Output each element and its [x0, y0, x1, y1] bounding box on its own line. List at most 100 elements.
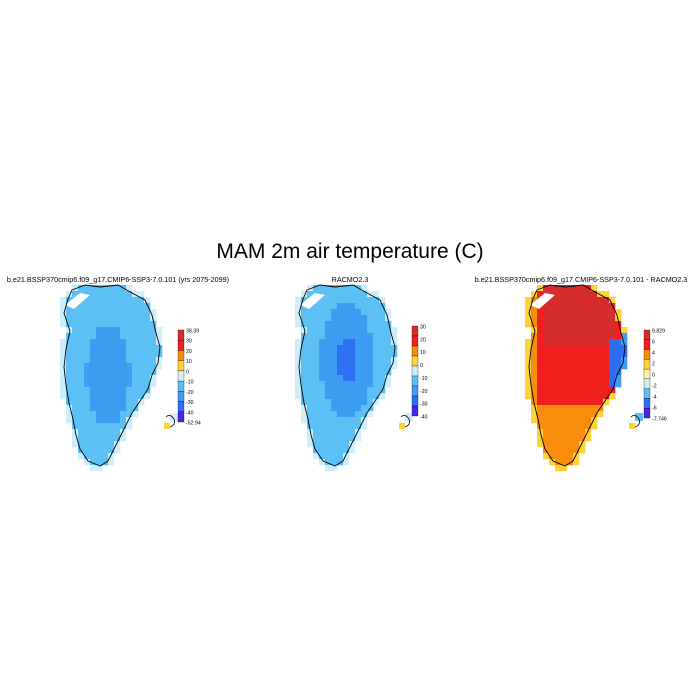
- map-cell: [120, 369, 127, 376]
- map-cell: [385, 345, 392, 352]
- map-cell: [72, 321, 79, 328]
- map-cell: [591, 381, 598, 388]
- map-cell: [349, 333, 356, 340]
- map-cell: [325, 387, 332, 394]
- map-cell: [567, 411, 574, 418]
- map-cell: [591, 411, 598, 418]
- map-cell: [120, 327, 127, 334]
- map-cell: [337, 369, 344, 376]
- map-cell: [108, 429, 115, 436]
- map-cell: [525, 321, 532, 328]
- map-cell: [102, 333, 109, 340]
- coast-gap: [530, 293, 555, 309]
- map-cell: [361, 369, 368, 376]
- map-cell: [379, 309, 386, 316]
- map-cell: [597, 315, 604, 322]
- map-cell: [537, 435, 544, 442]
- map-cell: [361, 315, 368, 322]
- map-cell: [561, 417, 568, 424]
- map-cell: [307, 387, 314, 394]
- map-cell: [90, 303, 97, 310]
- map-cell: [609, 327, 616, 334]
- map-cell: [313, 333, 320, 340]
- map-cell: [108, 423, 115, 430]
- map-cell: [313, 375, 320, 382]
- map-cell: [337, 387, 344, 394]
- map-cell: [108, 297, 115, 304]
- map-cell: [573, 291, 580, 298]
- map-cell: [537, 327, 544, 334]
- map-cell: [379, 393, 386, 400]
- colorbar-tick-label: 30: [186, 339, 192, 345]
- map-cell: [120, 321, 127, 328]
- map-cell: [90, 321, 97, 328]
- map-cell: [567, 441, 574, 448]
- map-cell: [555, 297, 562, 304]
- colorbar-tick-label: -30: [186, 400, 194, 406]
- map-cell: [331, 381, 338, 388]
- map-cell: [537, 369, 544, 376]
- map-cell: [573, 357, 580, 364]
- map-cell: [343, 405, 350, 412]
- map-cell: [379, 369, 386, 376]
- map-cell: [585, 423, 592, 430]
- map-cell: [537, 423, 544, 430]
- map-cell: [561, 315, 568, 322]
- map-cell: [555, 375, 562, 382]
- map-cell: [337, 429, 344, 436]
- map-cell: [325, 417, 332, 424]
- map-cell: [555, 309, 562, 316]
- map-cell: [102, 417, 109, 424]
- map-cell: [114, 333, 121, 340]
- map-cell: [549, 363, 556, 370]
- map-cell: [531, 363, 538, 370]
- map-cell: [549, 291, 556, 298]
- map-cell: [555, 465, 562, 472]
- map-cell: [355, 309, 362, 316]
- map-cell: [319, 285, 326, 292]
- map-cell: [525, 345, 532, 352]
- map-cell: [561, 291, 568, 298]
- map-cell: [379, 321, 386, 328]
- map-cell: [307, 417, 314, 424]
- map-cell: [301, 387, 308, 394]
- colorbar-box: [177, 340, 185, 351]
- colorbar-tick-label: 9.829: [652, 329, 665, 335]
- map-cell: [156, 327, 163, 334]
- map-cell: [561, 297, 568, 304]
- map-cell: [555, 441, 562, 448]
- map-cell: [126, 285, 133, 292]
- map-cell: [567, 345, 574, 352]
- map-cell: [597, 321, 604, 328]
- map-cell: [96, 465, 103, 472]
- map-cell: [573, 387, 580, 394]
- map-cell: [349, 315, 356, 322]
- map-cell: [597, 411, 604, 418]
- map-cell: [78, 411, 85, 418]
- map-cell: [573, 285, 580, 292]
- map-cell: [102, 393, 109, 400]
- map-cell: [156, 333, 163, 340]
- map-cell: [621, 345, 628, 352]
- map-cell: [72, 333, 79, 340]
- map-cell: [361, 411, 368, 418]
- map-cell: [525, 309, 532, 316]
- map-cell: [591, 405, 598, 412]
- map-cell: [331, 423, 338, 430]
- map-cell: [355, 375, 362, 382]
- map-cell: [108, 291, 115, 298]
- coast-gap: [65, 293, 90, 309]
- panel-2-title: RACMO2.3: [331, 275, 369, 284]
- colorbar-box: [177, 370, 185, 382]
- map-cell: [295, 345, 302, 352]
- map-cell: [337, 285, 344, 292]
- map-cell: [391, 357, 398, 364]
- map-cell: [585, 333, 592, 340]
- map-cell: [72, 357, 79, 364]
- map-cell: [361, 363, 368, 370]
- map-cell: [525, 363, 532, 370]
- map-cell: [591, 417, 598, 424]
- map-cell: [543, 399, 550, 406]
- map-cell: [349, 351, 356, 358]
- map-cell: [573, 429, 580, 436]
